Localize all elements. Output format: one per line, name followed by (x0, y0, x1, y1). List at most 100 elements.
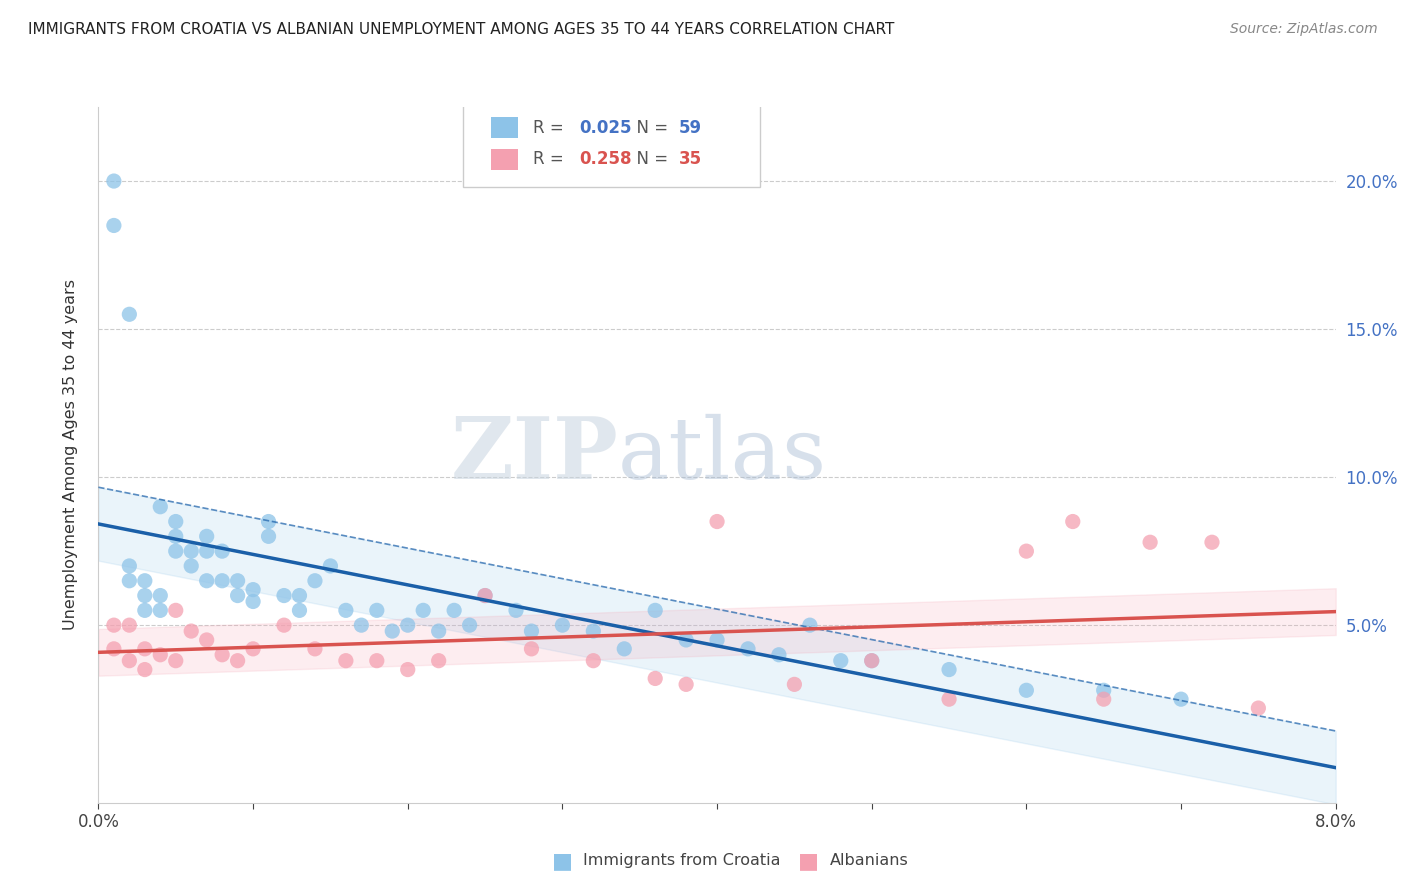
Text: 59: 59 (679, 119, 702, 136)
Point (165, 603, 187, 617)
Y-axis label: Unemployment Among Ages 35 to 44 years: Unemployment Among Ages 35 to 44 years (63, 279, 77, 631)
Point (644, 672, 666, 686)
Text: Source: ZipAtlas.com: Source: ZipAtlas.com (1230, 22, 1378, 37)
Point (1170, 692, 1192, 706)
Point (226, 654, 249, 668)
Point (211, 574, 233, 588)
Point (273, 618, 295, 632)
Point (938, 692, 960, 706)
Point (830, 654, 852, 668)
Point (242, 641, 264, 656)
Text: R =: R = (533, 119, 568, 136)
Point (149, 648, 172, 662)
Point (706, 632, 728, 647)
Point (195, 544, 218, 558)
FancyBboxPatch shape (491, 149, 517, 169)
Point (149, 589, 172, 603)
Text: 0.025: 0.025 (579, 119, 633, 136)
Point (165, 544, 187, 558)
Point (644, 603, 666, 617)
Point (242, 582, 264, 597)
Point (134, 663, 156, 677)
Point (195, 529, 218, 543)
Point (1092, 683, 1115, 698)
Point (783, 677, 806, 691)
Point (474, 589, 496, 603)
Point (520, 641, 543, 656)
Point (427, 624, 450, 638)
Point (505, 603, 527, 617)
Text: ■: ■ (553, 851, 572, 871)
Point (103, 174, 125, 188)
Point (118, 618, 141, 632)
Point (118, 558, 141, 573)
Point (443, 603, 465, 617)
Point (319, 558, 342, 573)
Point (103, 641, 125, 656)
Point (551, 618, 574, 632)
Point (211, 544, 233, 558)
Point (195, 632, 218, 647)
Text: Albanians: Albanians (830, 854, 908, 868)
Point (180, 544, 202, 558)
Point (165, 654, 187, 668)
Text: IMMIGRANTS FROM CROATIA VS ALBANIAN UNEMPLOYMENT AMONG AGES 35 TO 44 YEARS CORRE: IMMIGRANTS FROM CROATIA VS ALBANIAN UNEM… (28, 22, 894, 37)
Text: ZIP: ZIP (450, 413, 619, 497)
Point (149, 603, 172, 617)
Point (211, 648, 233, 662)
Point (396, 663, 419, 677)
Text: 0.258: 0.258 (579, 150, 633, 169)
Point (304, 574, 326, 588)
Point (768, 648, 790, 662)
Point (675, 632, 697, 647)
Point (335, 654, 357, 668)
Text: N =: N = (626, 150, 673, 169)
Point (118, 574, 141, 588)
Point (1139, 535, 1161, 549)
FancyBboxPatch shape (491, 118, 517, 138)
Point (149, 500, 172, 514)
Point (613, 641, 636, 656)
Point (103, 219, 125, 233)
Point (1247, 701, 1270, 715)
Point (335, 603, 357, 617)
Point (458, 618, 481, 632)
Point (288, 589, 311, 603)
Point (381, 624, 404, 638)
Point (134, 589, 156, 603)
Point (118, 307, 141, 321)
Point (350, 618, 373, 632)
Point (103, 618, 125, 632)
Point (799, 618, 821, 632)
Text: N =: N = (626, 119, 673, 136)
Point (582, 654, 605, 668)
Point (180, 558, 202, 573)
Point (195, 574, 218, 588)
Text: ■: ■ (799, 851, 818, 871)
Point (165, 515, 187, 529)
Text: atlas: atlas (619, 413, 827, 497)
Point (1092, 692, 1115, 706)
Point (226, 589, 249, 603)
Point (706, 515, 728, 529)
Point (860, 654, 883, 668)
Point (180, 624, 202, 638)
Point (582, 624, 605, 638)
Text: 35: 35 (679, 150, 702, 169)
Point (938, 663, 960, 677)
Point (134, 574, 156, 588)
Point (134, 641, 156, 656)
Point (737, 641, 759, 656)
Point (165, 529, 187, 543)
Point (257, 529, 280, 543)
Point (304, 641, 326, 656)
Point (520, 624, 543, 638)
Point (427, 654, 450, 668)
Point (257, 515, 280, 529)
Point (412, 603, 434, 617)
Point (474, 589, 496, 603)
Point (226, 574, 249, 588)
Point (366, 654, 388, 668)
Point (288, 603, 311, 617)
Point (860, 654, 883, 668)
